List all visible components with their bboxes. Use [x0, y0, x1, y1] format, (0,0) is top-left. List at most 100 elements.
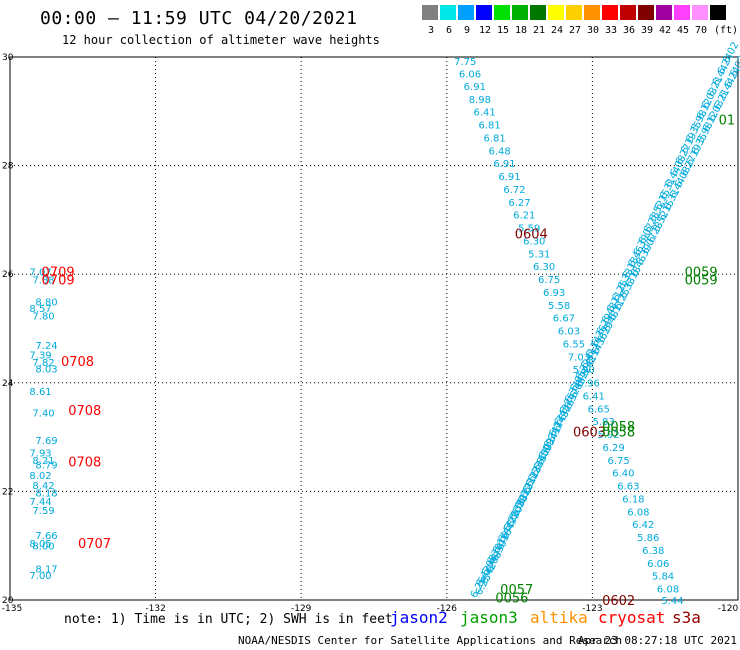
swh-value: 7.40: [32, 409, 54, 420]
pass-time-label: 0709: [42, 274, 75, 289]
swh-value: 6.41: [583, 391, 605, 402]
swh-value: 8.21: [32, 456, 54, 467]
pass-time-label: 0708: [68, 404, 101, 419]
swh-value: 5.96: [578, 378, 600, 389]
swh-value: 6.81: [484, 133, 506, 144]
legend-swatch: [710, 5, 726, 20]
y-tick-label: 24: [2, 379, 14, 389]
legend-label: 12: [478, 25, 492, 36]
y-tick-label: 22: [2, 487, 13, 497]
swh-value: 7.82: [32, 358, 54, 369]
pass-time-label: 0059: [685, 265, 718, 280]
legend-swatch: [458, 5, 474, 20]
legend-swatch: [692, 5, 708, 20]
swh-value: 7.88: [32, 276, 54, 287]
swh-value: 7.59: [32, 506, 54, 517]
legend-cryosat: cryosat: [598, 608, 666, 627]
swh-value: 7.66: [35, 531, 57, 542]
swh-value: 5.90: [573, 365, 595, 376]
swh-value: 6.91: [493, 159, 515, 170]
swh-value: 6.91: [464, 82, 486, 93]
x-tick-label: -120: [718, 604, 739, 614]
pass-time-label: 0602: [602, 594, 635, 609]
swh-value: 7.03: [568, 353, 590, 364]
pass-time-label: 0058: [602, 420, 635, 435]
swh-value: 6.93: [543, 288, 565, 299]
swh-value: 6.08: [657, 585, 679, 596]
legend-swatch: [512, 5, 528, 20]
swh-value: 6.30: [533, 262, 555, 273]
pass-time-label: 0603: [573, 426, 606, 441]
swh-value: 6.63: [617, 481, 639, 492]
legend-swatch: [638, 5, 654, 20]
legend-swatch: [566, 5, 582, 20]
legend-swatch: [476, 5, 492, 20]
legend-label: 39: [640, 25, 654, 36]
legend-label: 45: [676, 25, 690, 36]
swh-value: 5.58: [548, 301, 570, 312]
swh-value: 5.31: [528, 250, 550, 261]
pass-time-label: 01: [719, 113, 736, 128]
swh-value: 8.03: [35, 365, 57, 376]
swh-value: 7.39: [29, 351, 51, 362]
map-title: 00:00 – 11:59 UTC 04/20/2021: [40, 8, 358, 29]
swh-value: 8.79: [35, 460, 57, 471]
swh-value: 6.75: [538, 275, 560, 286]
y-tick-label: 30: [2, 53, 14, 63]
swh-value: 6.06: [459, 69, 481, 80]
swh-value: 5.84: [652, 572, 674, 583]
swh-value: 7.07: [29, 267, 51, 278]
swh-value: 5.59: [518, 224, 540, 235]
swh-value: 6.48: [489, 146, 511, 157]
y-tick-label: 28: [2, 162, 14, 172]
legend-swatch: [656, 5, 672, 20]
swh-value: 8.80: [35, 297, 57, 308]
swh-value: 6.40: [612, 468, 634, 479]
swh-value: 6.55: [563, 340, 585, 351]
legend-s3a: s3a: [672, 608, 701, 627]
swh-value: 8.05: [29, 539, 51, 550]
swh-value: 6.42: [632, 520, 654, 531]
pass-time-label: 0056: [495, 591, 528, 606]
swh-value: 6.06: [647, 559, 669, 570]
swh-value: 8.17: [35, 565, 57, 576]
swh-value: 6.81: [478, 120, 500, 131]
swh-value: 6.08: [627, 507, 649, 518]
legend-jason3: jason3: [460, 608, 518, 627]
legend-label: 9: [463, 25, 471, 36]
legend-label: 3: [427, 25, 435, 36]
legend-jason2: jason2: [390, 608, 448, 627]
x-tick-label: -129: [291, 604, 312, 614]
pass-time-label: 0604: [515, 227, 548, 242]
legend-label: 27: [568, 25, 582, 36]
swh-value: 6.29: [602, 443, 624, 454]
legend-label: 24: [550, 25, 564, 36]
x-tick-label: -126: [437, 604, 458, 614]
footer-note: note: 1) Time is in UTC; 2) SWH is in fe…: [64, 612, 393, 627]
swh-value: 6.30: [523, 237, 545, 248]
pass-time-label: 0708: [61, 355, 94, 370]
legend-label: 70: [694, 25, 708, 36]
legend-label: 36: [622, 25, 636, 36]
legend-unit: (ft): [714, 25, 739, 36]
pass-time-label: 0708: [68, 456, 101, 471]
legend-label: 21: [532, 25, 546, 36]
pass-time-label: 0707: [78, 537, 111, 552]
legend-swatch: [602, 5, 618, 20]
legend-swatch: [530, 5, 546, 20]
y-tick-label: 20: [2, 596, 14, 606]
generated-timestamp: Apr 23 08:27:18 UTC 2021: [578, 634, 737, 647]
x-tick-label: -135: [2, 604, 22, 614]
pass-time-label: 0709: [42, 265, 75, 280]
map-frame: [9, 56, 739, 601]
swh-value: 7.00: [29, 571, 51, 582]
swh-value: 6.41: [473, 107, 495, 118]
swh-value: 8.00: [32, 542, 54, 553]
swh-value: 7.24: [35, 341, 57, 352]
swh-value: 5.44: [661, 596, 683, 607]
swh-value: 6.02: [729, 54, 740, 79]
swh-value: 6.75: [607, 456, 629, 467]
swh-value: 8.57: [29, 304, 51, 315]
swh-value: 7.75: [454, 57, 476, 68]
